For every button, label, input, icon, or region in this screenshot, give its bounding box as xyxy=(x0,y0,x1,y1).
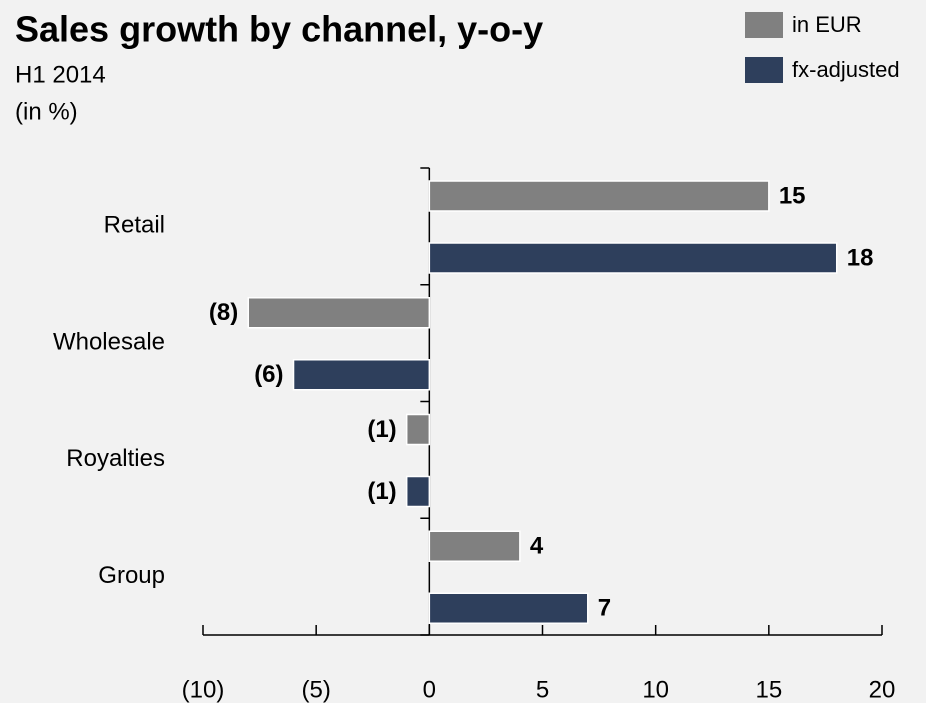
bar xyxy=(405,413,431,446)
bar xyxy=(428,242,838,274)
value-label: 18 xyxy=(847,244,874,271)
value-label: (8) xyxy=(209,299,238,326)
legend-label: in EUR xyxy=(792,12,862,37)
value-label: 4 xyxy=(530,533,544,560)
x-tick-label: (5) xyxy=(301,676,330,703)
y-tick-label: Retail xyxy=(104,212,165,239)
bar xyxy=(428,180,770,212)
legend-swatch xyxy=(745,12,783,38)
bar xyxy=(428,592,589,624)
legend-label: fx-adjusted xyxy=(792,57,900,82)
value-label: 15 xyxy=(779,182,806,209)
value-label: (1) xyxy=(367,478,396,505)
value-label: (1) xyxy=(367,416,396,443)
bar xyxy=(292,359,431,391)
x-tick-label: 0 xyxy=(423,676,436,703)
value-label: 7 xyxy=(598,595,611,622)
x-tick-label: 10 xyxy=(642,676,669,703)
y-tick-label: Group xyxy=(98,562,165,589)
x-tick-label: 20 xyxy=(869,676,896,703)
x-tick-label: 15 xyxy=(755,676,782,703)
x-tick-label: 5 xyxy=(536,676,549,703)
unit-label: (in %) xyxy=(15,98,78,125)
legend-swatch xyxy=(745,57,783,83)
chart-title: Sales growth by channel, y-o-y xyxy=(15,9,543,50)
bar xyxy=(405,475,431,508)
bar xyxy=(428,530,521,562)
chart-subtitle: H1 2014 xyxy=(15,61,106,88)
y-tick-label: Royalties xyxy=(66,445,165,472)
x-tick-label: (10) xyxy=(182,676,225,703)
y-tick-label: Wholesale xyxy=(53,328,165,355)
value-label: (6) xyxy=(254,361,283,388)
bar xyxy=(247,297,431,329)
